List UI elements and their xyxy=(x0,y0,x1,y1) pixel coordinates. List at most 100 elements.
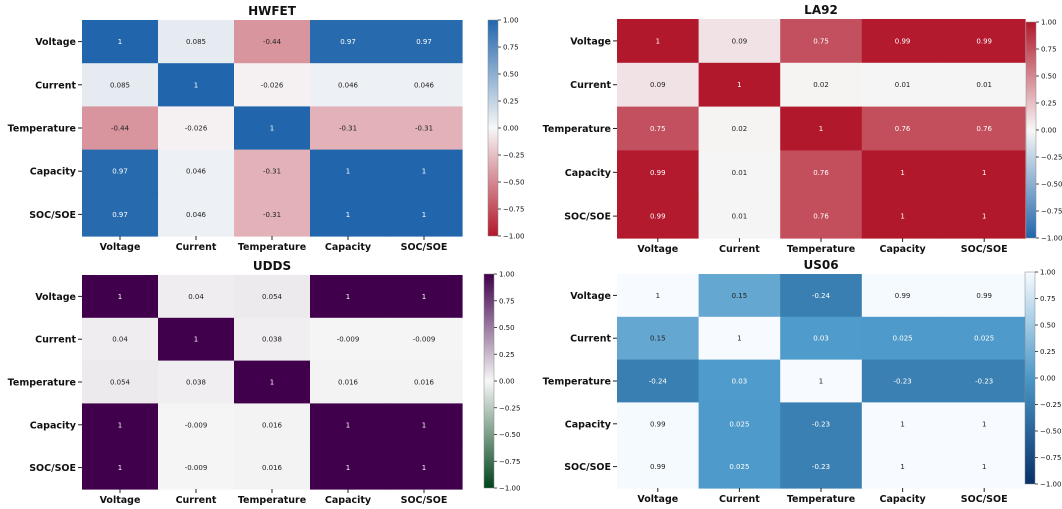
cell-value-label: 1 xyxy=(422,211,426,219)
panel-title: US06 xyxy=(803,258,838,272)
cell-value-label: 0.016 xyxy=(414,379,435,387)
cell-value-label: -0.44 xyxy=(111,125,130,133)
cell-value-label: 0.04 xyxy=(188,293,204,301)
cell-value-label: 0.97 xyxy=(112,211,128,219)
heatmap-cell xyxy=(158,360,235,404)
heatmap-cell xyxy=(861,19,944,64)
cell-value-label: 0.02 xyxy=(732,125,748,133)
col-label: Voltage xyxy=(100,495,141,505)
cell-value-label: 1 xyxy=(118,464,122,472)
cell-value-label: -0.31 xyxy=(339,125,357,133)
heatmap-cell xyxy=(780,194,863,239)
heatmap-cell xyxy=(698,316,781,361)
cell-value-label: 1 xyxy=(118,293,122,301)
colorbar-tick-label: −0.50 xyxy=(1040,428,1061,436)
cell-value-label: 0.76 xyxy=(813,169,829,177)
cell-value-label: 0.03 xyxy=(813,335,829,343)
heatmap-cell xyxy=(861,359,944,403)
col-label: SOC/SOE xyxy=(401,495,448,505)
heatmap-cell xyxy=(82,403,159,447)
cell-value-label: 0.99 xyxy=(650,463,666,471)
row-label: Capacity xyxy=(30,167,77,178)
cell-value-label: 1 xyxy=(656,37,660,45)
colorbar-tick-label: −0.75 xyxy=(1041,208,1062,216)
panel-title: HWFET xyxy=(248,4,297,18)
cell-value-label: 0.75 xyxy=(813,37,829,45)
col-label: Current xyxy=(176,242,217,253)
row-label: Current xyxy=(35,335,76,346)
heatmap-cell xyxy=(617,106,700,151)
col-label: Voltage xyxy=(637,494,678,505)
panel-title: LA92 xyxy=(804,3,838,17)
cell-value-label: 0.038 xyxy=(262,336,282,344)
cell-value-label: 0.76 xyxy=(976,125,992,133)
cell-value-label: 1 xyxy=(900,169,904,177)
heatmap-cell xyxy=(780,274,863,318)
heatmap-cell xyxy=(386,403,463,447)
cell-value-label: 0.016 xyxy=(338,379,359,387)
cell-value-label: 0.75 xyxy=(650,125,666,133)
heatmap-cell xyxy=(861,150,944,195)
heatmap-cell xyxy=(386,360,463,404)
row-label: SOC/SOE xyxy=(564,462,611,473)
heatmap-cell xyxy=(861,445,944,489)
heatmap-cell xyxy=(234,106,311,151)
heatmap-cell xyxy=(617,62,700,108)
cell-value-label: 0.15 xyxy=(732,292,748,300)
cell-value-label: -0.31 xyxy=(415,125,433,133)
colorbar-tick-label: 0.50 xyxy=(503,71,519,79)
cell-value-label: -0.23 xyxy=(812,463,830,471)
cell-value-label: 0.085 xyxy=(186,38,206,46)
heatmap-cell xyxy=(310,106,387,151)
cell-value-label: 0.038 xyxy=(186,379,206,387)
heatmap-cell xyxy=(234,446,311,490)
panel-title: UDDS xyxy=(253,259,291,273)
cell-value-label: 1 xyxy=(346,211,350,219)
colorbar-tick-label: 0.25 xyxy=(1041,100,1057,108)
cell-value-label: 1 xyxy=(346,293,350,301)
cell-value-label: 1 xyxy=(194,81,198,89)
heatmap-cell xyxy=(234,275,311,319)
row-label: SOC/SOE xyxy=(564,212,611,223)
heatmap-cell xyxy=(82,192,159,237)
colorbar-tick-label: 0.75 xyxy=(499,297,515,305)
heatmap-cell xyxy=(310,317,387,362)
cell-value-label: 0.03 xyxy=(732,378,748,386)
heatmap-cell xyxy=(386,275,463,319)
colorbar-tick-label: −0.25 xyxy=(499,404,520,412)
cell-value-label: 0.01 xyxy=(976,81,992,89)
heatmap-cell xyxy=(82,446,159,490)
heatmap-cell xyxy=(310,20,387,64)
heatmap-cell xyxy=(617,402,700,446)
cell-value-label: 0.01 xyxy=(895,81,911,89)
cell-value-label: -0.009 xyxy=(185,421,208,429)
heatmap-cell xyxy=(617,19,700,64)
col-label: Temperature xyxy=(238,242,306,253)
row-label: Temperature xyxy=(8,124,76,135)
heatmap-cell xyxy=(386,317,463,362)
heatmap-cell xyxy=(234,360,311,404)
col-label: Capacity xyxy=(879,494,926,505)
row-label: Voltage xyxy=(35,292,76,303)
col-label: Voltage xyxy=(637,244,678,255)
heatmap-cell xyxy=(158,20,235,64)
heatmap-cell xyxy=(943,402,1026,446)
cell-value-label: 0.016 xyxy=(262,464,283,472)
heatmap-cell xyxy=(386,20,463,64)
colorbar-tick-label: 0.25 xyxy=(503,98,519,106)
heatmap-cell xyxy=(617,150,700,195)
heatmap-cell xyxy=(158,403,235,447)
cell-value-label: 0.99 xyxy=(895,37,911,45)
colorbar-tick-label: 1.00 xyxy=(503,17,519,25)
heatmap-cell xyxy=(943,274,1026,318)
cell-value-label: 0.97 xyxy=(416,38,432,46)
cell-value-label: 1 xyxy=(900,213,904,221)
heatmap-cell xyxy=(780,150,863,195)
heatmap-cell xyxy=(780,445,863,489)
heatmap-cell xyxy=(943,106,1026,151)
cell-value-label: 1 xyxy=(270,379,274,387)
cell-value-label: 0.025 xyxy=(729,463,749,471)
cell-value-label: 0.09 xyxy=(650,81,666,89)
cell-value-label: 1 xyxy=(118,38,122,46)
colorbar-tick-label: −1.00 xyxy=(503,233,524,241)
